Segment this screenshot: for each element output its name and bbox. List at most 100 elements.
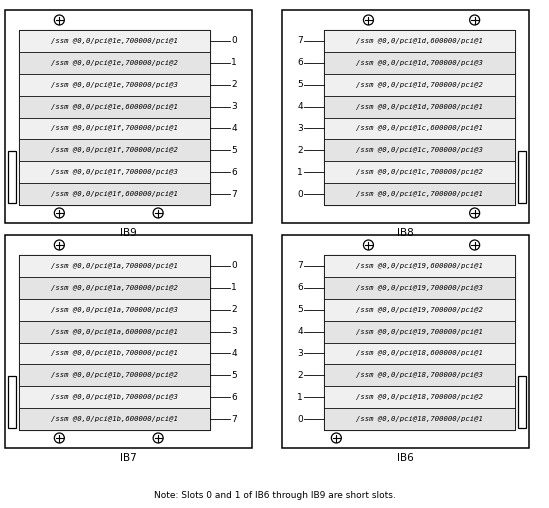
Bar xyxy=(19,299,210,321)
Text: IB8: IB8 xyxy=(397,228,414,238)
Bar xyxy=(19,74,210,96)
Bar xyxy=(19,183,210,205)
Text: 4: 4 xyxy=(297,327,303,336)
Text: 3: 3 xyxy=(231,327,237,336)
Bar xyxy=(324,183,515,205)
Bar xyxy=(19,255,210,430)
Bar xyxy=(324,364,515,386)
Text: 3: 3 xyxy=(297,349,303,358)
Text: /ssm @0,0/pci@1b,700000/pci@1: /ssm @0,0/pci@1b,700000/pci@1 xyxy=(51,351,178,357)
Bar xyxy=(19,96,210,117)
Bar xyxy=(324,161,515,183)
Text: 6: 6 xyxy=(297,283,303,292)
Text: 6: 6 xyxy=(231,393,237,402)
Text: /ssm @0,0/pci@19,700000/pci@1: /ssm @0,0/pci@19,700000/pci@1 xyxy=(356,329,483,335)
Text: /ssm @0,0/pci@1d,600000/pci@1: /ssm @0,0/pci@1d,600000/pci@1 xyxy=(356,38,483,44)
Text: /ssm @0,0/pci@1a,700000/pci@3: /ssm @0,0/pci@1a,700000/pci@3 xyxy=(51,307,178,313)
Bar xyxy=(19,364,210,386)
Bar xyxy=(518,376,526,428)
Text: 2: 2 xyxy=(231,80,237,89)
Bar xyxy=(324,321,515,342)
Text: 5: 5 xyxy=(297,80,303,89)
Bar xyxy=(324,52,515,74)
Text: 2: 2 xyxy=(297,146,303,155)
Text: /ssm @0,0/pci@18,700000/pci@1: /ssm @0,0/pci@18,700000/pci@1 xyxy=(356,416,483,422)
Text: /ssm @0,0/pci@1e,700000/pci@1: /ssm @0,0/pci@1e,700000/pci@1 xyxy=(51,38,178,44)
Bar xyxy=(324,139,515,161)
Bar xyxy=(19,321,210,342)
Text: /ssm @0,0/pci@1e,600000/pci@1: /ssm @0,0/pci@1e,600000/pci@1 xyxy=(51,104,178,110)
Text: /ssm @0,0/pci@19,600000/pci@1: /ssm @0,0/pci@19,600000/pci@1 xyxy=(356,263,483,269)
Text: /ssm @0,0/pci@1f,600000/pci@1: /ssm @0,0/pci@1f,600000/pci@1 xyxy=(51,191,178,197)
Text: 4: 4 xyxy=(231,349,237,358)
Bar xyxy=(19,277,210,299)
Text: /ssm @0,0/pci@1c,700000/pci@2: /ssm @0,0/pci@1c,700000/pci@2 xyxy=(356,169,483,175)
Text: 0: 0 xyxy=(231,37,237,45)
Text: /ssm @0,0/pci@1b,700000/pci@3: /ssm @0,0/pci@1b,700000/pci@3 xyxy=(51,394,178,400)
Bar xyxy=(19,342,210,364)
Text: /ssm @0,0/pci@1c,600000/pci@1: /ssm @0,0/pci@1c,600000/pci@1 xyxy=(356,125,483,132)
Text: 2: 2 xyxy=(297,371,303,380)
Bar xyxy=(324,342,515,364)
Text: IB6: IB6 xyxy=(397,453,414,463)
Bar xyxy=(19,30,210,52)
Text: 3: 3 xyxy=(231,102,237,111)
Bar xyxy=(19,161,210,183)
Bar xyxy=(5,10,252,223)
Bar xyxy=(324,117,515,139)
Text: /ssm @0,0/pci@18,600000/pci@1: /ssm @0,0/pci@18,600000/pci@1 xyxy=(356,351,483,357)
Bar xyxy=(518,151,526,203)
Text: Note: Slots 0 and 1 of IB6 through IB9 are short slots.: Note: Slots 0 and 1 of IB6 through IB9 a… xyxy=(154,492,395,500)
Bar xyxy=(8,151,16,203)
Text: /ssm @0,0/pci@1e,700000/pci@2: /ssm @0,0/pci@1e,700000/pci@2 xyxy=(51,60,178,66)
Text: 0: 0 xyxy=(297,415,303,424)
Text: /ssm @0,0/pci@19,700000/pci@3: /ssm @0,0/pci@19,700000/pci@3 xyxy=(356,285,483,291)
Bar xyxy=(324,74,515,96)
Text: 0: 0 xyxy=(231,262,237,270)
Bar xyxy=(324,30,515,52)
Text: 6: 6 xyxy=(231,168,237,177)
Bar xyxy=(324,299,515,321)
Text: IB9: IB9 xyxy=(120,228,137,238)
Text: 4: 4 xyxy=(231,124,237,133)
Bar xyxy=(324,30,515,205)
Text: 1: 1 xyxy=(297,393,303,402)
Bar xyxy=(324,255,515,277)
Text: 2: 2 xyxy=(231,305,237,314)
Bar xyxy=(19,117,210,139)
Text: /ssm @0,0/pci@1e,700000/pci@3: /ssm @0,0/pci@1e,700000/pci@3 xyxy=(51,82,178,88)
Text: /ssm @0,0/pci@1c,700000/pci@3: /ssm @0,0/pci@1c,700000/pci@3 xyxy=(356,147,483,153)
Text: 1: 1 xyxy=(231,58,237,68)
Text: /ssm @0,0/pci@1a,600000/pci@1: /ssm @0,0/pci@1a,600000/pci@1 xyxy=(51,329,178,335)
Text: 1: 1 xyxy=(231,283,237,292)
Bar xyxy=(8,376,16,428)
Bar xyxy=(324,255,515,430)
Text: 5: 5 xyxy=(231,146,237,155)
Text: /ssm @0,0/pci@1d,700000/pci@3: /ssm @0,0/pci@1d,700000/pci@3 xyxy=(356,60,483,66)
Text: IB7: IB7 xyxy=(120,453,137,463)
Bar xyxy=(324,386,515,408)
Text: /ssm @0,0/pci@1b,600000/pci@1: /ssm @0,0/pci@1b,600000/pci@1 xyxy=(51,416,178,422)
Text: /ssm @0,0/pci@1a,700000/pci@1: /ssm @0,0/pci@1a,700000/pci@1 xyxy=(51,263,178,269)
Bar xyxy=(19,52,210,74)
Text: /ssm @0,0/pci@1a,700000/pci@2: /ssm @0,0/pci@1a,700000/pci@2 xyxy=(51,285,178,291)
Text: 4: 4 xyxy=(297,102,303,111)
Bar xyxy=(324,96,515,117)
Text: 6: 6 xyxy=(297,58,303,68)
Text: 5: 5 xyxy=(231,371,237,380)
Bar xyxy=(324,277,515,299)
Bar xyxy=(282,235,529,448)
Text: 7: 7 xyxy=(297,37,303,45)
Bar xyxy=(19,408,210,430)
Text: /ssm @0,0/pci@1c,700000/pci@1: /ssm @0,0/pci@1c,700000/pci@1 xyxy=(356,191,483,197)
Text: 7: 7 xyxy=(231,415,237,424)
Text: /ssm @0,0/pci@1b,700000/pci@2: /ssm @0,0/pci@1b,700000/pci@2 xyxy=(51,372,178,378)
Text: 5: 5 xyxy=(297,305,303,314)
Text: /ssm @0,0/pci@19,700000/pci@2: /ssm @0,0/pci@19,700000/pci@2 xyxy=(356,307,483,313)
Bar xyxy=(19,139,210,161)
Text: /ssm @0,0/pci@1d,700000/pci@1: /ssm @0,0/pci@1d,700000/pci@1 xyxy=(356,104,483,110)
Text: /ssm @0,0/pci@1f,700000/pci@1: /ssm @0,0/pci@1f,700000/pci@1 xyxy=(51,125,178,132)
Text: 0: 0 xyxy=(297,189,303,199)
Text: /ssm @0,0/pci@18,700000/pci@3: /ssm @0,0/pci@18,700000/pci@3 xyxy=(356,372,483,378)
Bar xyxy=(5,235,252,448)
